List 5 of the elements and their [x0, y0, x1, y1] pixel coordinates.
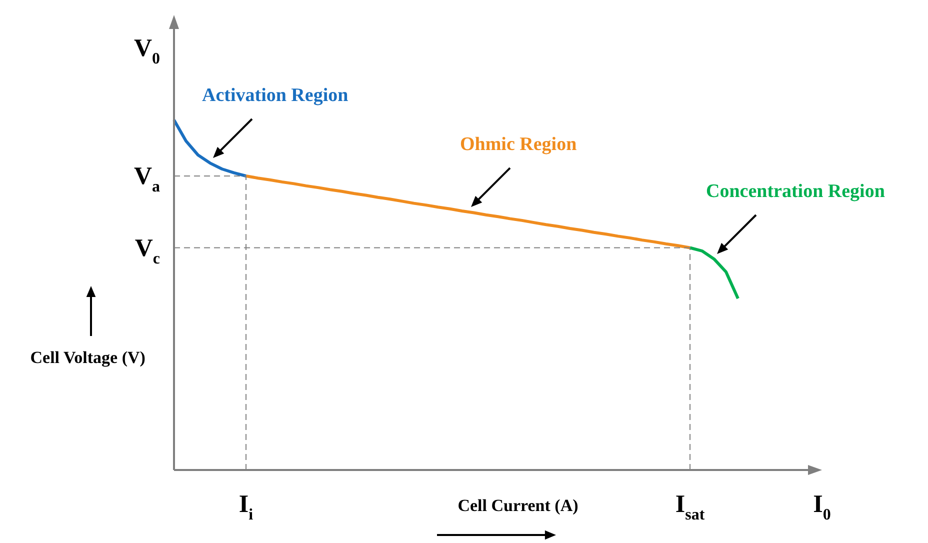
text: Concentration Region: [706, 180, 886, 202]
series-label: Activation Region: [202, 85, 349, 106]
y-axis-title: Cell Voltage (V): [30, 348, 146, 367]
x-axis-title: Cell Current (A): [458, 496, 578, 515]
text: Ohmic Region: [460, 134, 578, 155]
